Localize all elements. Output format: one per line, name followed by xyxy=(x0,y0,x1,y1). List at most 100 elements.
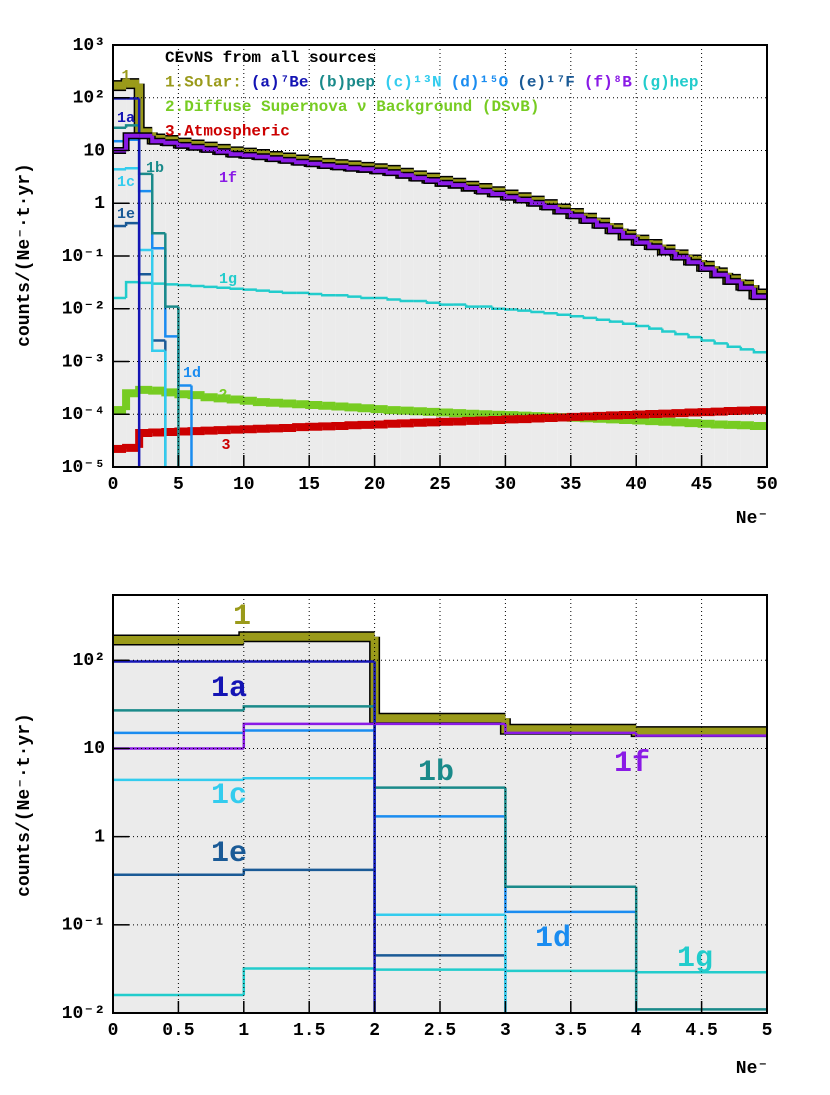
series-label: 2 xyxy=(218,387,227,404)
histogram-step xyxy=(449,409,467,418)
total-fill xyxy=(662,249,676,467)
histogram-step xyxy=(346,166,362,171)
histogram-step xyxy=(255,289,270,292)
histogram-step xyxy=(305,400,323,409)
histogram-step xyxy=(726,343,741,349)
histogram-step xyxy=(265,398,284,407)
x-tick-label: 10 xyxy=(233,475,255,495)
y-tick-label: 10⁻⁵ xyxy=(62,458,105,478)
x-tick-label: 4.5 xyxy=(685,1021,717,1041)
histogram-step xyxy=(137,98,141,467)
histogram-step xyxy=(242,967,375,996)
series-label: 1e xyxy=(211,837,247,871)
total-fill xyxy=(348,165,362,467)
histogram-step xyxy=(543,311,558,315)
total-fill xyxy=(322,163,336,467)
total-fill xyxy=(714,272,728,467)
histogram-step xyxy=(174,390,192,399)
x-tick-label: 15 xyxy=(298,475,320,495)
histogram-step xyxy=(137,281,153,285)
x-tick-label: 3.5 xyxy=(555,1021,587,1041)
y-tick-label: 10 xyxy=(83,739,105,759)
histogram-step xyxy=(671,418,689,427)
histogram-step xyxy=(268,290,284,294)
histogram-step xyxy=(710,420,728,429)
y-tick-label: 10⁻² xyxy=(62,1004,105,1024)
total-fill xyxy=(217,149,231,467)
histogram-step xyxy=(723,407,741,416)
histogram-step xyxy=(566,412,584,421)
histogram-step xyxy=(738,281,754,290)
histogram-step xyxy=(684,419,702,428)
histogram-step xyxy=(124,167,140,170)
histogram-step xyxy=(189,145,205,150)
histogram-step xyxy=(713,340,728,345)
histogram-step xyxy=(660,246,676,254)
histogram-step xyxy=(267,156,284,161)
total-fill xyxy=(269,156,284,467)
series-label: 1 xyxy=(233,600,251,634)
series-label: 1 xyxy=(121,68,130,85)
total-fill xyxy=(753,294,767,467)
total-fill xyxy=(178,143,192,467)
legend-entry: 3.Atmospheric xyxy=(165,123,290,141)
histogram-step xyxy=(451,183,467,188)
histogram-step xyxy=(619,415,637,424)
series-label: 1c xyxy=(211,779,247,813)
histogram-step xyxy=(490,191,506,196)
histogram-step xyxy=(383,406,401,415)
total-fill xyxy=(570,213,584,467)
histogram-step xyxy=(122,79,140,88)
histogram-step xyxy=(359,167,375,172)
legend-text: 1.Solar: xyxy=(165,74,242,92)
x-tick-label: 3 xyxy=(500,1021,511,1041)
total-fill xyxy=(636,240,650,467)
y-tick-label: 10² xyxy=(73,651,105,671)
histogram-step xyxy=(504,969,637,973)
histogram-step xyxy=(608,319,624,323)
histogram-step xyxy=(477,187,493,194)
histogram-step xyxy=(385,170,401,175)
x-axis-title: Ne⁻ xyxy=(736,1059,768,1079)
x-tick-label: 2.5 xyxy=(424,1021,456,1041)
y-tick-label: 10⁻¹ xyxy=(62,247,105,267)
histogram-step xyxy=(594,220,611,228)
histogram-step xyxy=(161,388,179,397)
histogram-step xyxy=(228,151,244,157)
x-tick-label: 1.5 xyxy=(293,1021,325,1041)
total-fill xyxy=(283,158,297,467)
x-tick-label: 25 xyxy=(429,475,451,495)
histogram-step xyxy=(242,288,257,291)
total-fill xyxy=(204,147,218,467)
x-tick-label: 4 xyxy=(631,1021,642,1041)
histogram-step xyxy=(621,230,637,239)
series-label: 1b xyxy=(146,160,164,177)
histogram-step xyxy=(122,443,140,452)
histogram-step xyxy=(161,428,179,437)
series-label: 1a xyxy=(117,110,135,127)
x-tick-label: 35 xyxy=(560,475,582,495)
histogram-step xyxy=(229,287,244,290)
histogram-step xyxy=(697,419,715,428)
total-fill xyxy=(583,218,597,467)
histogram-step xyxy=(148,428,166,437)
x-tick-label: 5 xyxy=(173,475,184,495)
histogram-step xyxy=(190,385,193,467)
total-fill xyxy=(309,161,323,467)
histogram-step xyxy=(202,147,218,152)
histogram-step xyxy=(553,413,571,422)
total-fill xyxy=(623,235,637,467)
total-fill xyxy=(426,178,440,467)
histogram-step xyxy=(386,297,401,301)
legend-text: (f)⁸B xyxy=(584,74,632,92)
histogram-step xyxy=(409,418,427,427)
legend-entry: 2.Diffuse Supernova ν Background (DSνB) xyxy=(165,98,539,116)
total-fill xyxy=(557,208,571,467)
total-fill xyxy=(230,151,244,467)
histogram-step xyxy=(124,133,140,151)
histogram-step xyxy=(124,280,140,298)
x-tick-label: 45 xyxy=(691,475,713,495)
histogram-step xyxy=(148,386,166,395)
histogram-step xyxy=(254,154,270,159)
